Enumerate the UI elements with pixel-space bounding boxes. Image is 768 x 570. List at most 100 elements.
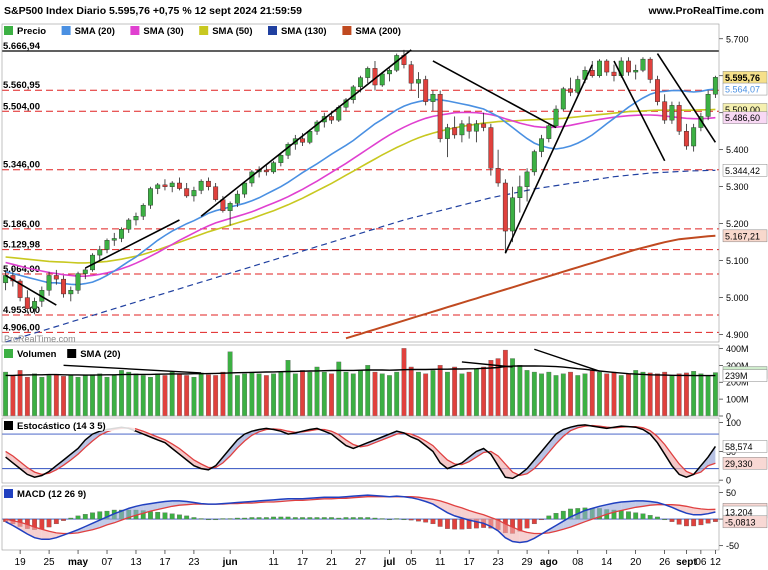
stochastic-panel-frame xyxy=(1,417,720,484)
macd-histogram-bar xyxy=(452,518,458,530)
stoch-fill xyxy=(505,464,513,479)
volume-bar xyxy=(3,371,9,417)
volume-bar xyxy=(568,371,573,417)
macd-histogram-bar xyxy=(292,517,298,520)
volume-bar xyxy=(546,371,552,417)
candle-body xyxy=(495,168,501,184)
price-value-tag-box xyxy=(722,229,768,243)
macd-legend-swatch xyxy=(4,489,13,498)
macd-histogram-bar xyxy=(271,516,276,520)
macd-histogram-bar xyxy=(539,518,544,521)
candle-body xyxy=(242,182,248,195)
macd-histogram-bar xyxy=(227,518,233,520)
stoch-fill xyxy=(700,457,709,473)
macd-fill xyxy=(143,503,151,514)
macd-histogram-bar xyxy=(336,517,342,520)
candle-body xyxy=(430,94,436,102)
volume-legend-swatch xyxy=(4,349,13,358)
volume-bar xyxy=(321,371,327,417)
volume-trendline xyxy=(534,348,600,372)
candle-body xyxy=(604,60,610,73)
stoch-fill xyxy=(34,472,42,478)
macd-value-tag-box xyxy=(722,515,768,529)
volume-bar xyxy=(408,366,414,417)
macd-histogram-bar xyxy=(256,517,262,520)
volume-bar xyxy=(307,371,313,417)
sma50-line xyxy=(5,108,716,264)
trendline xyxy=(5,274,57,306)
candle-body xyxy=(683,131,689,147)
volume-bar xyxy=(539,373,544,417)
trendline xyxy=(656,53,717,143)
price-legend-bg xyxy=(279,24,338,36)
trendline xyxy=(200,49,412,217)
candle-body xyxy=(387,70,392,75)
volume-bar xyxy=(531,371,537,417)
macd-legend-bg xyxy=(15,487,102,499)
macd-fill xyxy=(12,520,21,530)
macd-histogram-bar xyxy=(655,516,660,520)
volume-bar xyxy=(416,371,421,417)
macd-histogram-bar xyxy=(372,517,378,520)
macd-histogram-bar xyxy=(263,517,269,520)
volume-bar xyxy=(459,373,465,417)
level-label: 4.906,00 xyxy=(3,322,40,333)
macd-fill xyxy=(599,504,607,517)
macd-histogram-bar xyxy=(350,517,356,520)
volume-bar xyxy=(582,373,588,417)
volume-bar xyxy=(90,374,95,417)
macd-histogram-bar xyxy=(300,517,305,520)
volume-bar xyxy=(350,373,356,417)
volume-bar xyxy=(39,376,45,417)
volume-bar xyxy=(169,371,175,417)
stoch-fill xyxy=(186,454,194,466)
volume-bar xyxy=(155,373,161,417)
candle-body xyxy=(502,182,508,232)
price-value-tag: 5.564,07 xyxy=(725,85,760,95)
macd-histogram-bar xyxy=(53,518,59,525)
volume-bar xyxy=(206,374,211,417)
volume-bar xyxy=(691,371,697,417)
macd-histogram-bar xyxy=(169,513,175,520)
stoch-fill xyxy=(5,451,13,463)
level-label: 4.953,00 xyxy=(3,305,40,316)
candle-body xyxy=(517,186,523,198)
level-label: 5.560,95 xyxy=(3,80,41,91)
volume-axis-tick-label: 200M xyxy=(726,378,749,388)
candle-body xyxy=(691,127,697,147)
macd-histogram-bar xyxy=(669,518,675,522)
x-tick-label: 11 xyxy=(268,557,279,568)
candle-body xyxy=(205,180,211,187)
x-tick-label: 26 xyxy=(659,557,671,568)
sma130-line xyxy=(5,169,716,343)
volume-bar xyxy=(271,373,276,417)
x-tick-label: 23 xyxy=(493,557,505,568)
macd-histogram-bar xyxy=(662,518,668,521)
volume-bar xyxy=(82,375,88,417)
x-tick-label: 23 xyxy=(188,557,200,568)
price-axis-tick-label: 5.700 xyxy=(726,34,749,44)
volume-bar xyxy=(640,371,646,417)
level-label: 5.064,00 xyxy=(3,264,40,275)
candle-body xyxy=(626,60,631,73)
candle-body xyxy=(510,197,516,232)
macd-histogram-bar xyxy=(220,518,226,520)
stoch-fill xyxy=(85,434,93,448)
price-axis-tick-label: 5.000 xyxy=(726,293,749,303)
volume-bar xyxy=(198,372,204,417)
macd-fill xyxy=(505,523,513,542)
stoch-fill xyxy=(425,441,433,452)
candle-body xyxy=(466,123,472,132)
stoch-fill xyxy=(20,461,28,475)
volume-bar xyxy=(618,375,624,417)
macd-line xyxy=(5,494,716,544)
candle-body xyxy=(654,79,660,102)
macd-histogram-bar xyxy=(39,518,45,530)
volume-bar xyxy=(249,371,255,417)
macd-histogram-bar xyxy=(314,517,320,520)
price-legend-bg xyxy=(141,24,195,36)
candle-body xyxy=(669,105,675,121)
candle-body xyxy=(611,71,617,76)
macd-histogram-bar xyxy=(365,517,371,520)
